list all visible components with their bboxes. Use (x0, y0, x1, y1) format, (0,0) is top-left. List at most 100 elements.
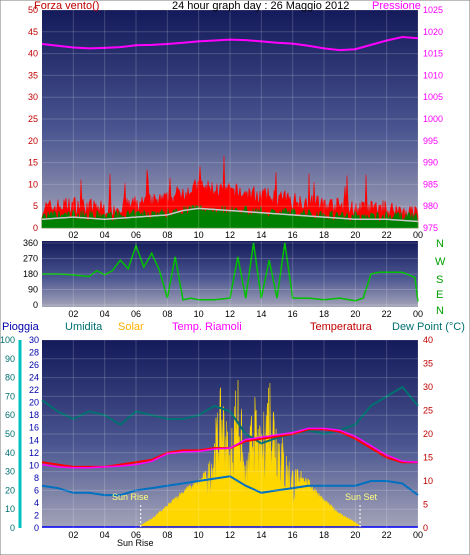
panel2-x-tick-label: 02 (68, 309, 78, 319)
wind-y-tick-label: 0 (33, 223, 38, 233)
panel1-x-tick-label: 16 (288, 230, 298, 240)
wind-y-tick-label: 40 (28, 49, 38, 59)
panel3-x-tick-label: 04 (100, 530, 110, 540)
pressure-y-tick-label: 1010 (423, 70, 443, 80)
wind-y-tick-label: 35 (28, 70, 38, 80)
temperature-y-tick-label: 35 (423, 359, 433, 369)
rain-y-tick-label: 20 (29, 398, 39, 408)
panel1-x-tick-label: 08 (162, 230, 172, 240)
temp-riamoli-line (41, 427, 419, 469)
solar-area (135, 380, 365, 529)
panel1-x-tick-label: 06 (131, 230, 141, 240)
panel2-x-tick-label: 00 (413, 309, 423, 319)
humidity-y-tick-label: 40 (5, 448, 15, 458)
panel3-x-tick-label: 14 (256, 530, 266, 540)
pressure-y-tick-label: 995 (423, 136, 438, 146)
humidity-y-tick-label: 30 (5, 467, 15, 477)
rain-y-tick-label: 18 (29, 410, 39, 420)
pressure-y-tick-label: 990 (423, 158, 438, 168)
chart-title: 24 hour graph day : 26 Maggio 2012 (172, 0, 349, 12)
dewpoint-legend: Dew Point (°C) (392, 321, 465, 333)
panel2-x-tick-label: 20 (350, 309, 360, 319)
wind-y-tick-label: 5 (33, 201, 38, 211)
panel1-x-tick-label: 14 (256, 230, 266, 240)
dir-label-s: S (436, 274, 443, 286)
panel3-x-tick-label: 02 (68, 530, 78, 540)
pressure-line (41, 35, 419, 52)
rain-y-tick-label: 28 (29, 348, 39, 358)
rain-y-tick-label: 22 (29, 385, 39, 395)
wind-y-tick-label: 45 (28, 27, 38, 37)
wind-y-tick-label: 30 (28, 92, 38, 102)
temperature-y-tick-label: 15 (423, 453, 433, 463)
temperature-y-tick-label: 20 (423, 429, 433, 439)
pressure-y-tick-label: 1025 (423, 5, 443, 15)
wind-axis-title: Forza vento() (34, 0, 99, 12)
rain-y-tick-label: 0 (34, 523, 39, 533)
rain-y-tick-label: 14 (29, 435, 39, 445)
panel3-x-tick-label: 22 (382, 530, 392, 540)
panel3-x-tick-label: 18 (319, 530, 329, 540)
panel3-x-tick-label: 08 (162, 530, 172, 540)
pressure-y-tick-label: 1005 (423, 92, 443, 102)
humidity-y-tick-label: 20 (5, 485, 15, 495)
dir-label-n-top: N (436, 238, 444, 250)
humidity-y-tick-label: 70 (5, 391, 15, 401)
panel2-x-tick-label: 18 (319, 309, 329, 319)
wind-y-tick-label: 50 (28, 5, 38, 15)
humidity-y-tick-label: 50 (5, 429, 15, 439)
panel2-x-tick-label: 22 (382, 309, 392, 319)
panel1-x-tick-label: 20 (350, 230, 360, 240)
direction-y-tick-label: 360 (23, 238, 38, 248)
wind-speed-area (41, 204, 419, 229)
rain-y-tick-label: 4 (34, 498, 39, 508)
humidity-y-tick-label: 90 (5, 354, 15, 364)
panel2-x-tick-label: 14 (256, 309, 266, 319)
temp-riamoli-legend: Temp. Riamoli (172, 321, 242, 333)
panel1-x-tick-label: 04 (100, 230, 110, 240)
wind-direction-line (42, 242, 419, 302)
pressure-y-tick-label: 1000 (423, 114, 443, 124)
dir-label-n-bottom: N (436, 305, 444, 317)
temperature-y-tick-label: 30 (423, 382, 433, 392)
panel3-x-tick-label: 20 (350, 530, 360, 540)
wind-y-tick-label: 15 (28, 158, 38, 168)
direction-y-tick-label: 180 (23, 269, 38, 279)
rain-y-tick-label: 12 (29, 448, 39, 458)
pressure-y-tick-label: 985 (423, 179, 438, 189)
humidity-legend: Umidita (65, 321, 103, 333)
humidity-y-tick-label: 10 (5, 504, 15, 514)
dir-label-e: E (436, 289, 443, 301)
panel1-x-tick-label: 12 (225, 230, 235, 240)
rain-y-tick-label: 30 (29, 335, 39, 345)
rain-y-tick-label: 2 (34, 510, 39, 520)
direction-y-tick-label: 270 (23, 254, 38, 264)
panel1-x-tick-label: 22 (382, 230, 392, 240)
panel1-x-tick-label: 02 (68, 230, 78, 240)
temperature-y-tick-label: 40 (423, 335, 433, 345)
wind-gust-area (41, 155, 419, 229)
temperature-y-tick-label: 25 (423, 406, 433, 416)
humidity-y-tick-label: 0 (10, 523, 15, 533)
direction-y-tick-label: 90 (28, 285, 38, 295)
panel3-x-tick-label: 16 (288, 530, 298, 540)
sun-rise-axis-label: Sun Rise (117, 538, 154, 548)
solar-legend: Solar (118, 321, 144, 333)
panel3-x-tick-label: 12 (225, 530, 235, 540)
temperature-y-tick-label: 0 (423, 523, 428, 533)
panel3-x-tick-label: 06 (131, 530, 141, 540)
direction-y-tick-label: 0 (33, 300, 38, 310)
panel1-x-tick-label: 10 (194, 230, 204, 240)
panel2-x-tick-label: 10 (194, 309, 204, 319)
wind-y-tick-label: 10 (28, 179, 38, 189)
temperature-legend: Temperatura (310, 321, 373, 333)
wind-y-tick-label: 20 (28, 136, 38, 146)
panel2-x-tick-label: 04 (100, 309, 110, 319)
panel3-x-tick-label: 10 (194, 530, 204, 540)
pressure-y-tick-label: 1015 (423, 49, 443, 59)
temperature-y-tick-label: 10 (423, 476, 433, 486)
rain-y-tick-label: 26 (29, 360, 39, 370)
rain-y-tick-label: 10 (29, 460, 39, 470)
pressure-axis-title: Pressione (372, 0, 421, 12)
